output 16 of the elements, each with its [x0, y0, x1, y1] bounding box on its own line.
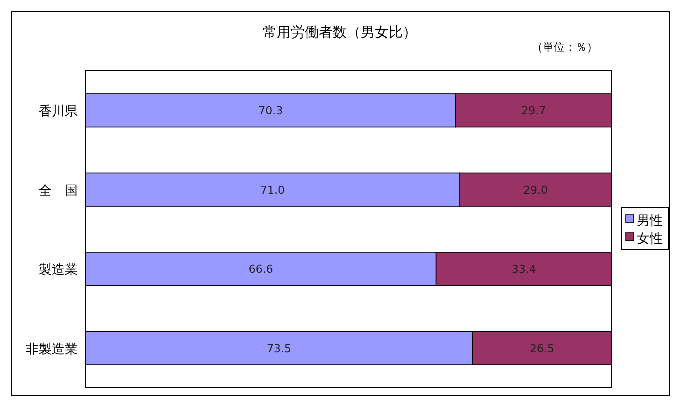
data-label: 73.5	[267, 342, 292, 356]
text: （単位：％）	[532, 41, 598, 54]
y-tick-label: 全 国	[39, 184, 78, 199]
data-label: 70.3	[258, 104, 284, 118]
data-label: 71.0	[260, 184, 285, 197]
data-label: 26.5	[530, 342, 555, 356]
data-label: 33.4	[512, 263, 536, 276]
data-label: 66.6	[248, 263, 274, 276]
chart-title: 常用労働者数（男女比）	[263, 25, 417, 41]
data-label: 29.7	[522, 104, 546, 118]
legend-label: 女性	[637, 232, 663, 247]
y-tick-label: 香川県	[39, 104, 78, 120]
data-label: 29.0	[523, 184, 548, 197]
y-tick-label: 非製造業	[26, 342, 78, 358]
y-tick-label: 製造業	[39, 263, 78, 278]
legend-label: 男性	[637, 214, 663, 229]
